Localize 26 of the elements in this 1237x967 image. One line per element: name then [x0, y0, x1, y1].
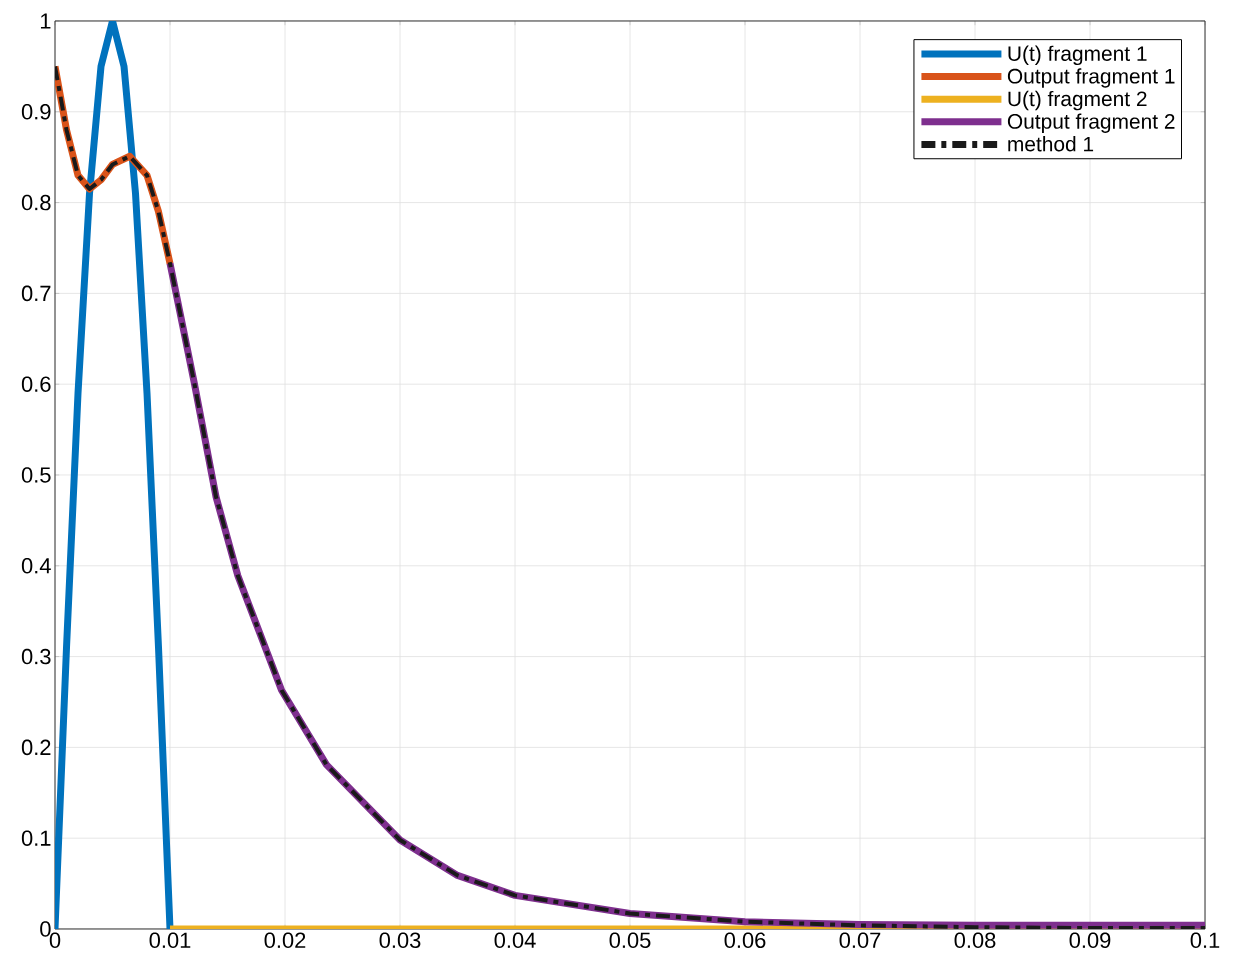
x-tick-label: 0.06 [724, 932, 766, 949]
x-tick-label: 0.05 [609, 932, 651, 949]
legend-label: Output fragment 2 [1007, 113, 1175, 133]
x-tick-label: 0.04 [494, 932, 536, 949]
y-tick-label: 0.9 [21, 104, 51, 120]
y-tick-label: 0.7 [21, 285, 51, 302]
legend-label: method 1 [1008, 136, 1094, 152]
y-tick-label: 0.6 [21, 376, 51, 392]
y-tick-label: 0.1 [21, 830, 51, 846]
x-tick-label: 0.08 [954, 932, 996, 949]
legend-label: Output fragment 1 [1007, 68, 1175, 88]
y-tick-label: 0.4 [21, 558, 51, 574]
x-tick-label: 0.02 [264, 932, 306, 949]
x-tick-label: 0.09 [1069, 932, 1111, 949]
y-tick-label: 0.3 [21, 648, 51, 665]
y-tick-label: 0.2 [21, 739, 51, 756]
y-tick-label: 0.5 [21, 467, 51, 483]
x-tick-label: 0.03 [379, 932, 421, 949]
legend-label: U(t) fragment 2 [1008, 90, 1147, 111]
x-tick-label: 0.1 [1190, 932, 1220, 949]
legend-label: U(t) fragment 1 [1008, 45, 1147, 66]
y-tick-label: 1 [40, 13, 51, 29]
y-tick-label: 0.8 [21, 194, 51, 211]
x-tick-label: 0.01 [149, 932, 191, 949]
y-tick-label: 0 [40, 921, 51, 937]
x-tick-label: 0.07 [839, 932, 881, 949]
